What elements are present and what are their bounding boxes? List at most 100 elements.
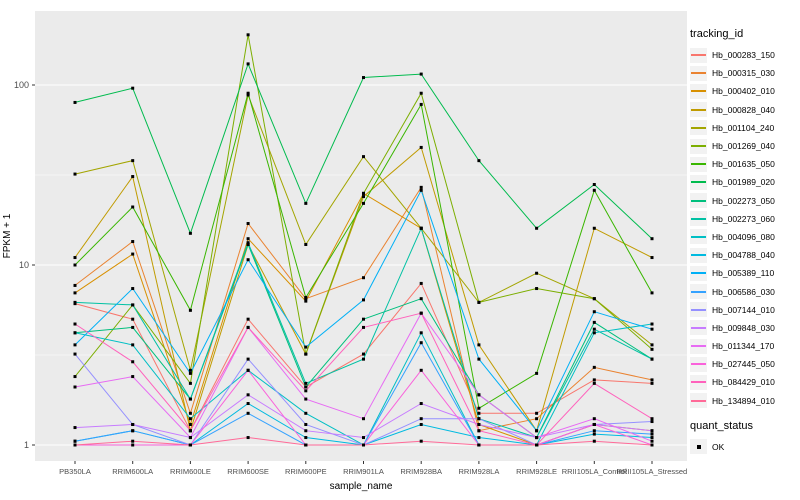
legend-item-label: Hb_000402_010 bbox=[712, 86, 775, 97]
data-point bbox=[362, 276, 365, 280]
data-point bbox=[246, 93, 250, 97]
data-point bbox=[131, 422, 135, 426]
data-point bbox=[246, 222, 250, 226]
data-point bbox=[419, 145, 423, 149]
data-point bbox=[73, 375, 77, 379]
data-point bbox=[362, 76, 365, 80]
x-tick-label: RRIM600LE bbox=[170, 467, 211, 476]
data-point bbox=[131, 317, 135, 321]
data-point bbox=[131, 303, 135, 307]
data-point bbox=[535, 411, 539, 415]
data-point bbox=[246, 33, 250, 37]
data-point bbox=[650, 443, 654, 447]
data-point bbox=[246, 91, 250, 95]
legend-key-line-icon bbox=[690, 393, 707, 409]
legend-item-Hb_005389_110: Hb_005389_110 bbox=[690, 264, 798, 282]
data-point bbox=[73, 256, 77, 260]
data-point bbox=[592, 327, 596, 331]
x-tick-label: RRII105LA_Control bbox=[562, 467, 627, 476]
data-point bbox=[592, 320, 596, 324]
y-tick-label: 100 bbox=[14, 80, 29, 90]
data-point bbox=[535, 417, 539, 421]
data-point bbox=[592, 331, 596, 335]
x-tick-label: RRII105LA_Stressed bbox=[617, 467, 687, 476]
x-tick-label: RRIM901LA bbox=[343, 467, 384, 476]
legend-title-quant-status: quant_status bbox=[690, 419, 753, 432]
quant-status-items: OK bbox=[690, 438, 798, 456]
legend-item-Hb_004096_080: Hb_004096_080 bbox=[690, 228, 798, 246]
legend-item-Hb_001269_040: Hb_001269_040 bbox=[690, 137, 798, 155]
data-point bbox=[477, 406, 481, 410]
data-point bbox=[535, 429, 539, 433]
legend-item-label: Hb_000283_150 bbox=[712, 50, 775, 61]
legend-key-line-icon bbox=[690, 138, 707, 154]
legend-item-label: Hb_084429_010 bbox=[712, 377, 775, 388]
legend-item-Hb_001989_020: Hb_001989_020 bbox=[690, 173, 798, 191]
data-point bbox=[477, 357, 481, 361]
data-point bbox=[131, 252, 135, 256]
data-point bbox=[73, 283, 77, 287]
data-point bbox=[650, 436, 654, 440]
legend-key-line-icon bbox=[690, 83, 707, 99]
data-point bbox=[362, 325, 365, 329]
data-point bbox=[188, 443, 192, 447]
quant-status-key-icon bbox=[690, 439, 707, 455]
data-point bbox=[419, 102, 423, 106]
legend-item-label: Hb_004788_040 bbox=[712, 250, 775, 261]
data-point bbox=[188, 417, 192, 421]
x-tick-label: RRIM600LA bbox=[112, 467, 153, 476]
data-point bbox=[73, 443, 77, 447]
data-point bbox=[73, 331, 77, 335]
legend-items: Hb_000283_150 Hb_000315_030 Hb_000402_010 H… bbox=[690, 46, 798, 410]
legend-item-label: Hb_004096_080 bbox=[712, 231, 775, 242]
data-point bbox=[73, 439, 77, 443]
data-point bbox=[477, 343, 481, 347]
data-point bbox=[592, 378, 596, 382]
data-point bbox=[73, 100, 77, 104]
data-point bbox=[477, 417, 481, 421]
data-point bbox=[188, 368, 192, 372]
data-point bbox=[188, 411, 192, 415]
legend-key-line-icon bbox=[690, 265, 707, 281]
data-point bbox=[73, 172, 77, 176]
legend-item-label: Hb_011344_170 bbox=[712, 341, 775, 352]
data-point bbox=[419, 341, 423, 345]
data-point bbox=[362, 443, 365, 447]
data-point bbox=[188, 308, 192, 312]
data-point bbox=[73, 300, 77, 304]
legend-item-label: Hb_027445_050 bbox=[712, 359, 775, 370]
legend-item-Hb_009848_030: Hb_009848_030 bbox=[690, 319, 798, 337]
data-point bbox=[304, 422, 308, 426]
data-point bbox=[304, 411, 308, 415]
data-point bbox=[592, 297, 596, 301]
data-point bbox=[362, 195, 365, 199]
data-point bbox=[304, 381, 308, 385]
x-axis-title: sample_name bbox=[330, 481, 393, 492]
data-point bbox=[650, 322, 654, 326]
data-point bbox=[650, 343, 654, 347]
legend-key-line-icon bbox=[690, 247, 707, 263]
legend-key-line-icon bbox=[690, 156, 707, 172]
data-point bbox=[362, 191, 365, 195]
data-point bbox=[246, 241, 250, 245]
data-point bbox=[362, 155, 365, 159]
data-point bbox=[131, 360, 135, 364]
data-point bbox=[419, 331, 423, 335]
legend-item-Hb_000828_040: Hb_000828_040 bbox=[690, 101, 798, 119]
legend-item-label: Hb_001635_050 bbox=[712, 159, 775, 170]
data-point bbox=[362, 417, 365, 421]
data-point bbox=[477, 300, 481, 304]
legend-item-Hb_011344_170: Hb_011344_170 bbox=[690, 337, 798, 355]
data-point bbox=[650, 439, 654, 443]
data-point bbox=[246, 258, 250, 262]
data-point bbox=[535, 287, 539, 291]
legend-item-Hb_084429_010: Hb_084429_010 bbox=[690, 373, 798, 391]
data-point bbox=[73, 322, 77, 326]
data-point bbox=[419, 422, 423, 426]
data-point bbox=[73, 291, 77, 295]
legend-item-label: Hb_006586_030 bbox=[712, 286, 775, 297]
legend-key-line-icon bbox=[690, 193, 707, 209]
data-point bbox=[304, 436, 308, 440]
legend-item-Hb_000283_150: Hb_000283_150 bbox=[690, 46, 798, 64]
x-tick-label: RRIM928LA bbox=[458, 467, 499, 476]
